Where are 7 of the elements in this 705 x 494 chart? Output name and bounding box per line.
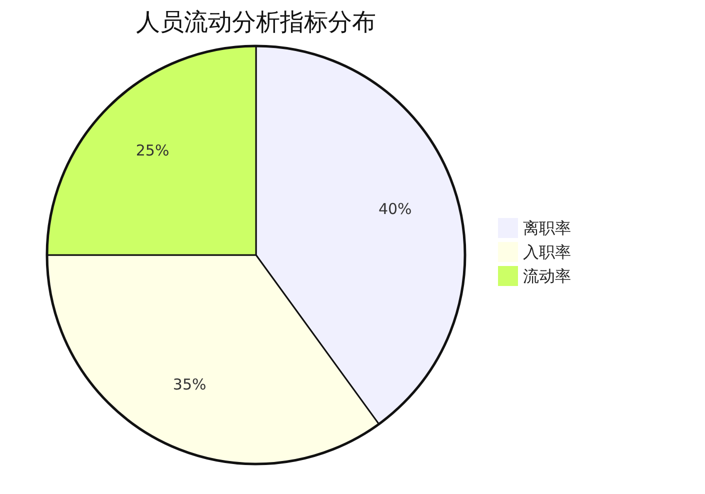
legend-label: 流动率 [523, 266, 571, 286]
chart-title: 人员流动分析指标分布 [136, 8, 376, 36]
slice-label: 离职率 [523, 218, 571, 238]
data-label: 25% [136, 142, 170, 160]
legend-label: 入职率 [523, 242, 571, 262]
data-label: 35% [172, 375, 206, 394]
data-label: 40% [378, 200, 412, 218]
